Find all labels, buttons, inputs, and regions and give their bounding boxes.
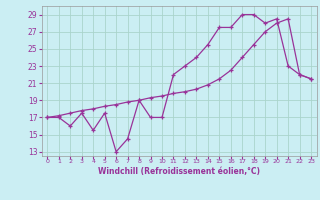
X-axis label: Windchill (Refroidissement éolien,°C): Windchill (Refroidissement éolien,°C) [98,167,260,176]
